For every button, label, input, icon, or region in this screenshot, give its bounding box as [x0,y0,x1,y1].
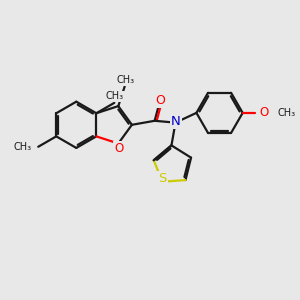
Text: N: N [171,115,181,128]
Text: CH₃: CH₃ [278,108,296,118]
Text: S: S [158,172,166,185]
Text: O: O [259,106,268,119]
Text: CH₃: CH₃ [14,142,32,152]
Text: O: O [114,142,123,155]
Text: CH₃: CH₃ [106,91,124,101]
Text: O: O [156,94,166,107]
Text: CH₃: CH₃ [116,75,134,85]
